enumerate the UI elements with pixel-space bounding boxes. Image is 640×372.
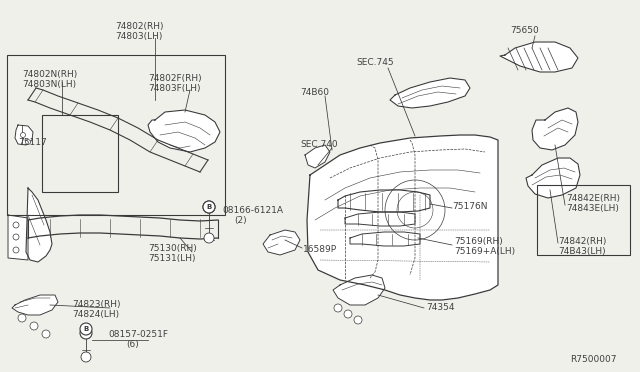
Polygon shape: [26, 188, 52, 262]
Polygon shape: [263, 230, 300, 255]
Text: 74B43(LH): 74B43(LH): [558, 247, 605, 256]
Text: 74842E(RH): 74842E(RH): [566, 194, 620, 203]
Text: R7500007: R7500007: [570, 355, 616, 364]
Text: 74843E(LH): 74843E(LH): [566, 204, 619, 213]
Polygon shape: [526, 158, 580, 198]
Text: 75169+A(LH): 75169+A(LH): [454, 247, 515, 256]
Polygon shape: [350, 232, 420, 246]
Polygon shape: [338, 190, 430, 212]
Text: 16589P: 16589P: [303, 245, 337, 254]
Circle shape: [26, 140, 31, 144]
Polygon shape: [345, 212, 415, 226]
Text: 74354: 74354: [426, 303, 454, 312]
Text: 74802(RH): 74802(RH): [115, 22, 163, 31]
Circle shape: [80, 327, 92, 339]
Polygon shape: [307, 135, 498, 300]
Circle shape: [13, 222, 19, 228]
Text: 74802F(RH): 74802F(RH): [148, 74, 202, 83]
Polygon shape: [532, 108, 578, 150]
Text: 75650: 75650: [510, 26, 539, 35]
Circle shape: [204, 233, 214, 243]
Circle shape: [20, 132, 26, 138]
Polygon shape: [390, 78, 470, 108]
Polygon shape: [148, 110, 220, 152]
Text: 75176N: 75176N: [452, 202, 488, 211]
Text: 74B60: 74B60: [300, 88, 329, 97]
Text: 74823(RH): 74823(RH): [72, 300, 120, 309]
Text: 74803(LH): 74803(LH): [115, 32, 163, 41]
Polygon shape: [12, 295, 58, 315]
Circle shape: [13, 234, 19, 240]
Text: 74842(RH): 74842(RH): [558, 237, 606, 246]
Text: B: B: [206, 204, 212, 210]
Text: B: B: [83, 330, 88, 336]
Text: 08157-0251F: 08157-0251F: [108, 330, 168, 339]
Text: 74803F(LH): 74803F(LH): [148, 84, 200, 93]
Text: 75131(LH): 75131(LH): [148, 254, 195, 263]
Text: (6): (6): [126, 340, 139, 349]
Text: 75130(RH): 75130(RH): [148, 244, 196, 253]
Bar: [537, 185, 630, 255]
Polygon shape: [500, 42, 578, 72]
Text: B: B: [206, 204, 212, 210]
Bar: [7, 55, 225, 215]
Text: SEC.740: SEC.740: [300, 140, 338, 149]
Polygon shape: [15, 125, 33, 145]
Circle shape: [42, 330, 50, 338]
Text: 08166-6121A: 08166-6121A: [222, 206, 283, 215]
Text: 75169(RH): 75169(RH): [454, 237, 503, 246]
Text: SEC.745: SEC.745: [356, 58, 394, 67]
Text: 75117: 75117: [18, 138, 47, 147]
Polygon shape: [333, 275, 385, 305]
Circle shape: [30, 322, 38, 330]
Text: 74802N(RH): 74802N(RH): [22, 70, 77, 79]
Circle shape: [13, 247, 19, 253]
Circle shape: [334, 304, 342, 312]
Text: B: B: [83, 326, 88, 332]
Circle shape: [80, 323, 92, 335]
Text: (2): (2): [234, 216, 246, 225]
Circle shape: [18, 314, 26, 322]
Circle shape: [354, 316, 362, 324]
Circle shape: [203, 201, 215, 213]
Circle shape: [344, 310, 352, 318]
Circle shape: [81, 352, 91, 362]
Bar: [42, 115, 118, 192]
Circle shape: [203, 201, 215, 213]
Polygon shape: [8, 215, 28, 260]
Text: 74803N(LH): 74803N(LH): [22, 80, 76, 89]
Polygon shape: [305, 145, 330, 168]
Text: 74824(LH): 74824(LH): [72, 310, 119, 319]
